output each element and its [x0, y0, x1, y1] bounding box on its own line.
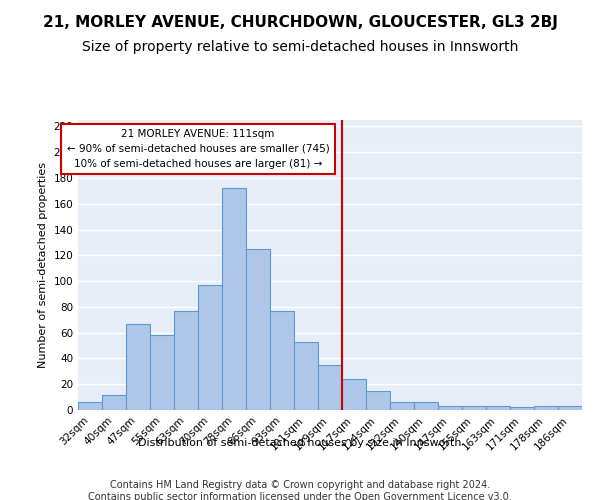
Y-axis label: Number of semi-detached properties: Number of semi-detached properties: [38, 162, 48, 368]
Bar: [462, 406, 486, 410]
Text: 21, MORLEY AVENUE, CHURCHDOWN, GLOUCESTER, GL3 2BJ: 21, MORLEY AVENUE, CHURCHDOWN, GLOUCESTE…: [43, 15, 557, 30]
Bar: [126, 324, 150, 410]
Bar: [270, 311, 294, 410]
Text: 21 MORLEY AVENUE: 111sqm
← 90% of semi-detached houses are smaller (745)
10% of : 21 MORLEY AVENUE: 111sqm ← 90% of semi-d…: [67, 129, 329, 168]
Bar: [534, 406, 558, 410]
Bar: [150, 335, 174, 410]
Bar: [414, 402, 438, 410]
Text: Distribution of semi-detached houses by size in Innsworth: Distribution of semi-detached houses by …: [138, 438, 462, 448]
Bar: [222, 188, 246, 410]
Bar: [558, 406, 582, 410]
Bar: [78, 402, 102, 410]
Text: Contains HM Land Registry data © Crown copyright and database right 2024.
Contai: Contains HM Land Registry data © Crown c…: [88, 480, 512, 500]
Bar: [246, 249, 270, 410]
Bar: [342, 379, 366, 410]
Bar: [174, 311, 198, 410]
Bar: [102, 394, 126, 410]
Bar: [198, 285, 222, 410]
Bar: [438, 406, 462, 410]
Bar: [486, 406, 510, 410]
Bar: [318, 365, 342, 410]
Text: Size of property relative to semi-detached houses in Innsworth: Size of property relative to semi-detach…: [82, 40, 518, 54]
Bar: [294, 342, 318, 410]
Bar: [390, 402, 414, 410]
Bar: [366, 390, 390, 410]
Bar: [510, 408, 534, 410]
